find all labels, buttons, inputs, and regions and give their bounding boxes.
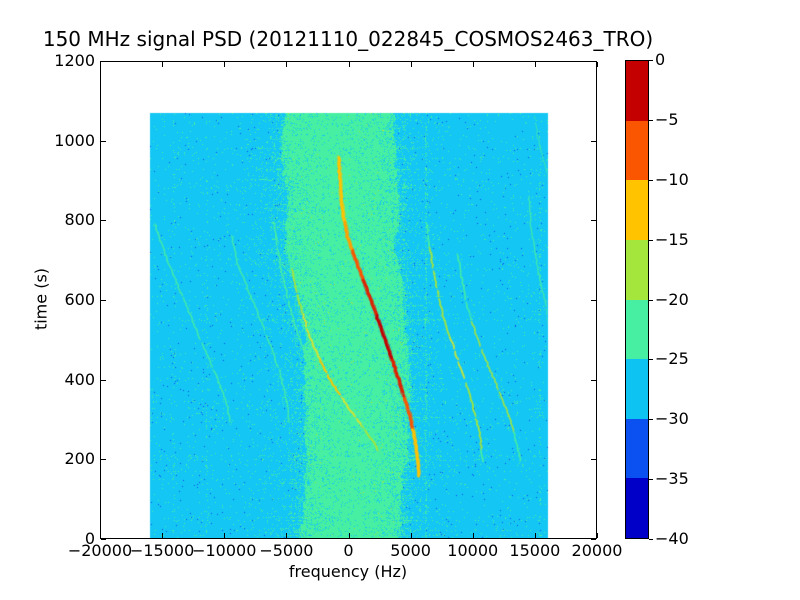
y-tick bbox=[101, 220, 106, 221]
y-tick-label: 0 bbox=[84, 529, 95, 548]
colorbar-tick-label: −20 bbox=[655, 289, 689, 309]
colorbar-tick bbox=[649, 539, 653, 540]
colorbar-tick bbox=[649, 180, 653, 181]
x-tick bbox=[535, 62, 536, 67]
y-tick bbox=[101, 61, 106, 62]
x-tick bbox=[100, 62, 101, 67]
x-tick-label: 0 bbox=[343, 541, 354, 560]
colorbar-tick bbox=[649, 479, 653, 480]
colorbar-tick bbox=[649, 359, 653, 360]
spectrogram-canvas bbox=[100, 61, 597, 539]
colorbar-tick-label: −5 bbox=[655, 109, 679, 129]
x-tick bbox=[162, 533, 163, 538]
colorbar-tick bbox=[649, 60, 653, 61]
x-tick bbox=[224, 533, 225, 538]
x-tick-label: 15000 bbox=[509, 541, 561, 560]
y-tick bbox=[101, 459, 106, 460]
x-tick bbox=[349, 62, 350, 67]
y-tick-label: 800 bbox=[64, 210, 95, 230]
colorbar-segment bbox=[626, 478, 648, 538]
colorbar-tick-label: −10 bbox=[655, 169, 689, 189]
colorbar-tick-label: −40 bbox=[655, 529, 689, 548]
colorbar-tick bbox=[649, 120, 653, 121]
y-tick-label: 1200 bbox=[54, 51, 95, 70]
x-tick-label: −10000 bbox=[192, 541, 257, 560]
x-tick-label: 20000 bbox=[571, 541, 623, 560]
plot-title: 150 MHz signal PSD (20121110_022845_COSM… bbox=[42, 27, 654, 51]
colorbar-segment bbox=[626, 299, 648, 360]
x-tick bbox=[473, 62, 474, 67]
x-tick bbox=[286, 533, 287, 538]
x-axis-label: frequency (Hz) bbox=[288, 562, 408, 581]
y-tick bbox=[591, 459, 596, 460]
x-tick bbox=[100, 533, 101, 538]
x-tick bbox=[597, 62, 598, 67]
y-tick bbox=[591, 61, 596, 62]
y-tick bbox=[101, 300, 106, 301]
x-tick bbox=[411, 62, 412, 67]
colorbar-segment bbox=[626, 359, 648, 419]
colorbar-segment bbox=[626, 239, 648, 300]
colorbar-tick-label: −25 bbox=[655, 349, 689, 369]
y-tick bbox=[591, 220, 596, 221]
colorbar-tick-label: −30 bbox=[655, 409, 689, 429]
y-tick bbox=[591, 539, 596, 540]
colorbar-segment bbox=[626, 418, 648, 479]
colorbar-segment bbox=[626, 180, 648, 240]
y-tick-label: 200 bbox=[64, 449, 95, 469]
x-tick-label: 10000 bbox=[447, 541, 499, 560]
x-tick bbox=[224, 62, 225, 67]
y-tick bbox=[101, 380, 106, 381]
colorbar-tick bbox=[649, 240, 653, 241]
x-tick-label: −20000 bbox=[67, 541, 133, 560]
x-tick bbox=[411, 533, 412, 538]
x-tick bbox=[349, 533, 350, 538]
colorbar-segment bbox=[626, 120, 648, 181]
x-tick-label: −5000 bbox=[259, 541, 314, 560]
y-tick-label: 600 bbox=[64, 290, 95, 309]
x-tick bbox=[286, 62, 287, 67]
colorbar bbox=[625, 60, 649, 539]
x-tick bbox=[473, 533, 474, 538]
x-tick bbox=[162, 62, 163, 67]
x-tick bbox=[597, 533, 598, 538]
y-tick bbox=[101, 141, 106, 142]
y-tick bbox=[591, 300, 596, 301]
y-tick bbox=[101, 539, 106, 540]
colorbar-tick-label: −35 bbox=[655, 469, 689, 489]
x-tick-label: 5000 bbox=[390, 541, 431, 560]
colorbar-tick-label: −15 bbox=[655, 229, 689, 249]
y-tick-label: 400 bbox=[64, 369, 95, 389]
y-tick bbox=[591, 141, 596, 142]
colorbar-tick bbox=[649, 300, 653, 301]
colorbar-segment bbox=[626, 61, 648, 121]
colorbar-tick-label: 0 bbox=[655, 50, 666, 69]
x-tick bbox=[535, 533, 536, 538]
x-tick-label: −15000 bbox=[129, 541, 195, 560]
y-tick-label: 1000 bbox=[54, 130, 95, 150]
colorbar-tick bbox=[649, 419, 653, 420]
y-tick bbox=[591, 380, 596, 381]
